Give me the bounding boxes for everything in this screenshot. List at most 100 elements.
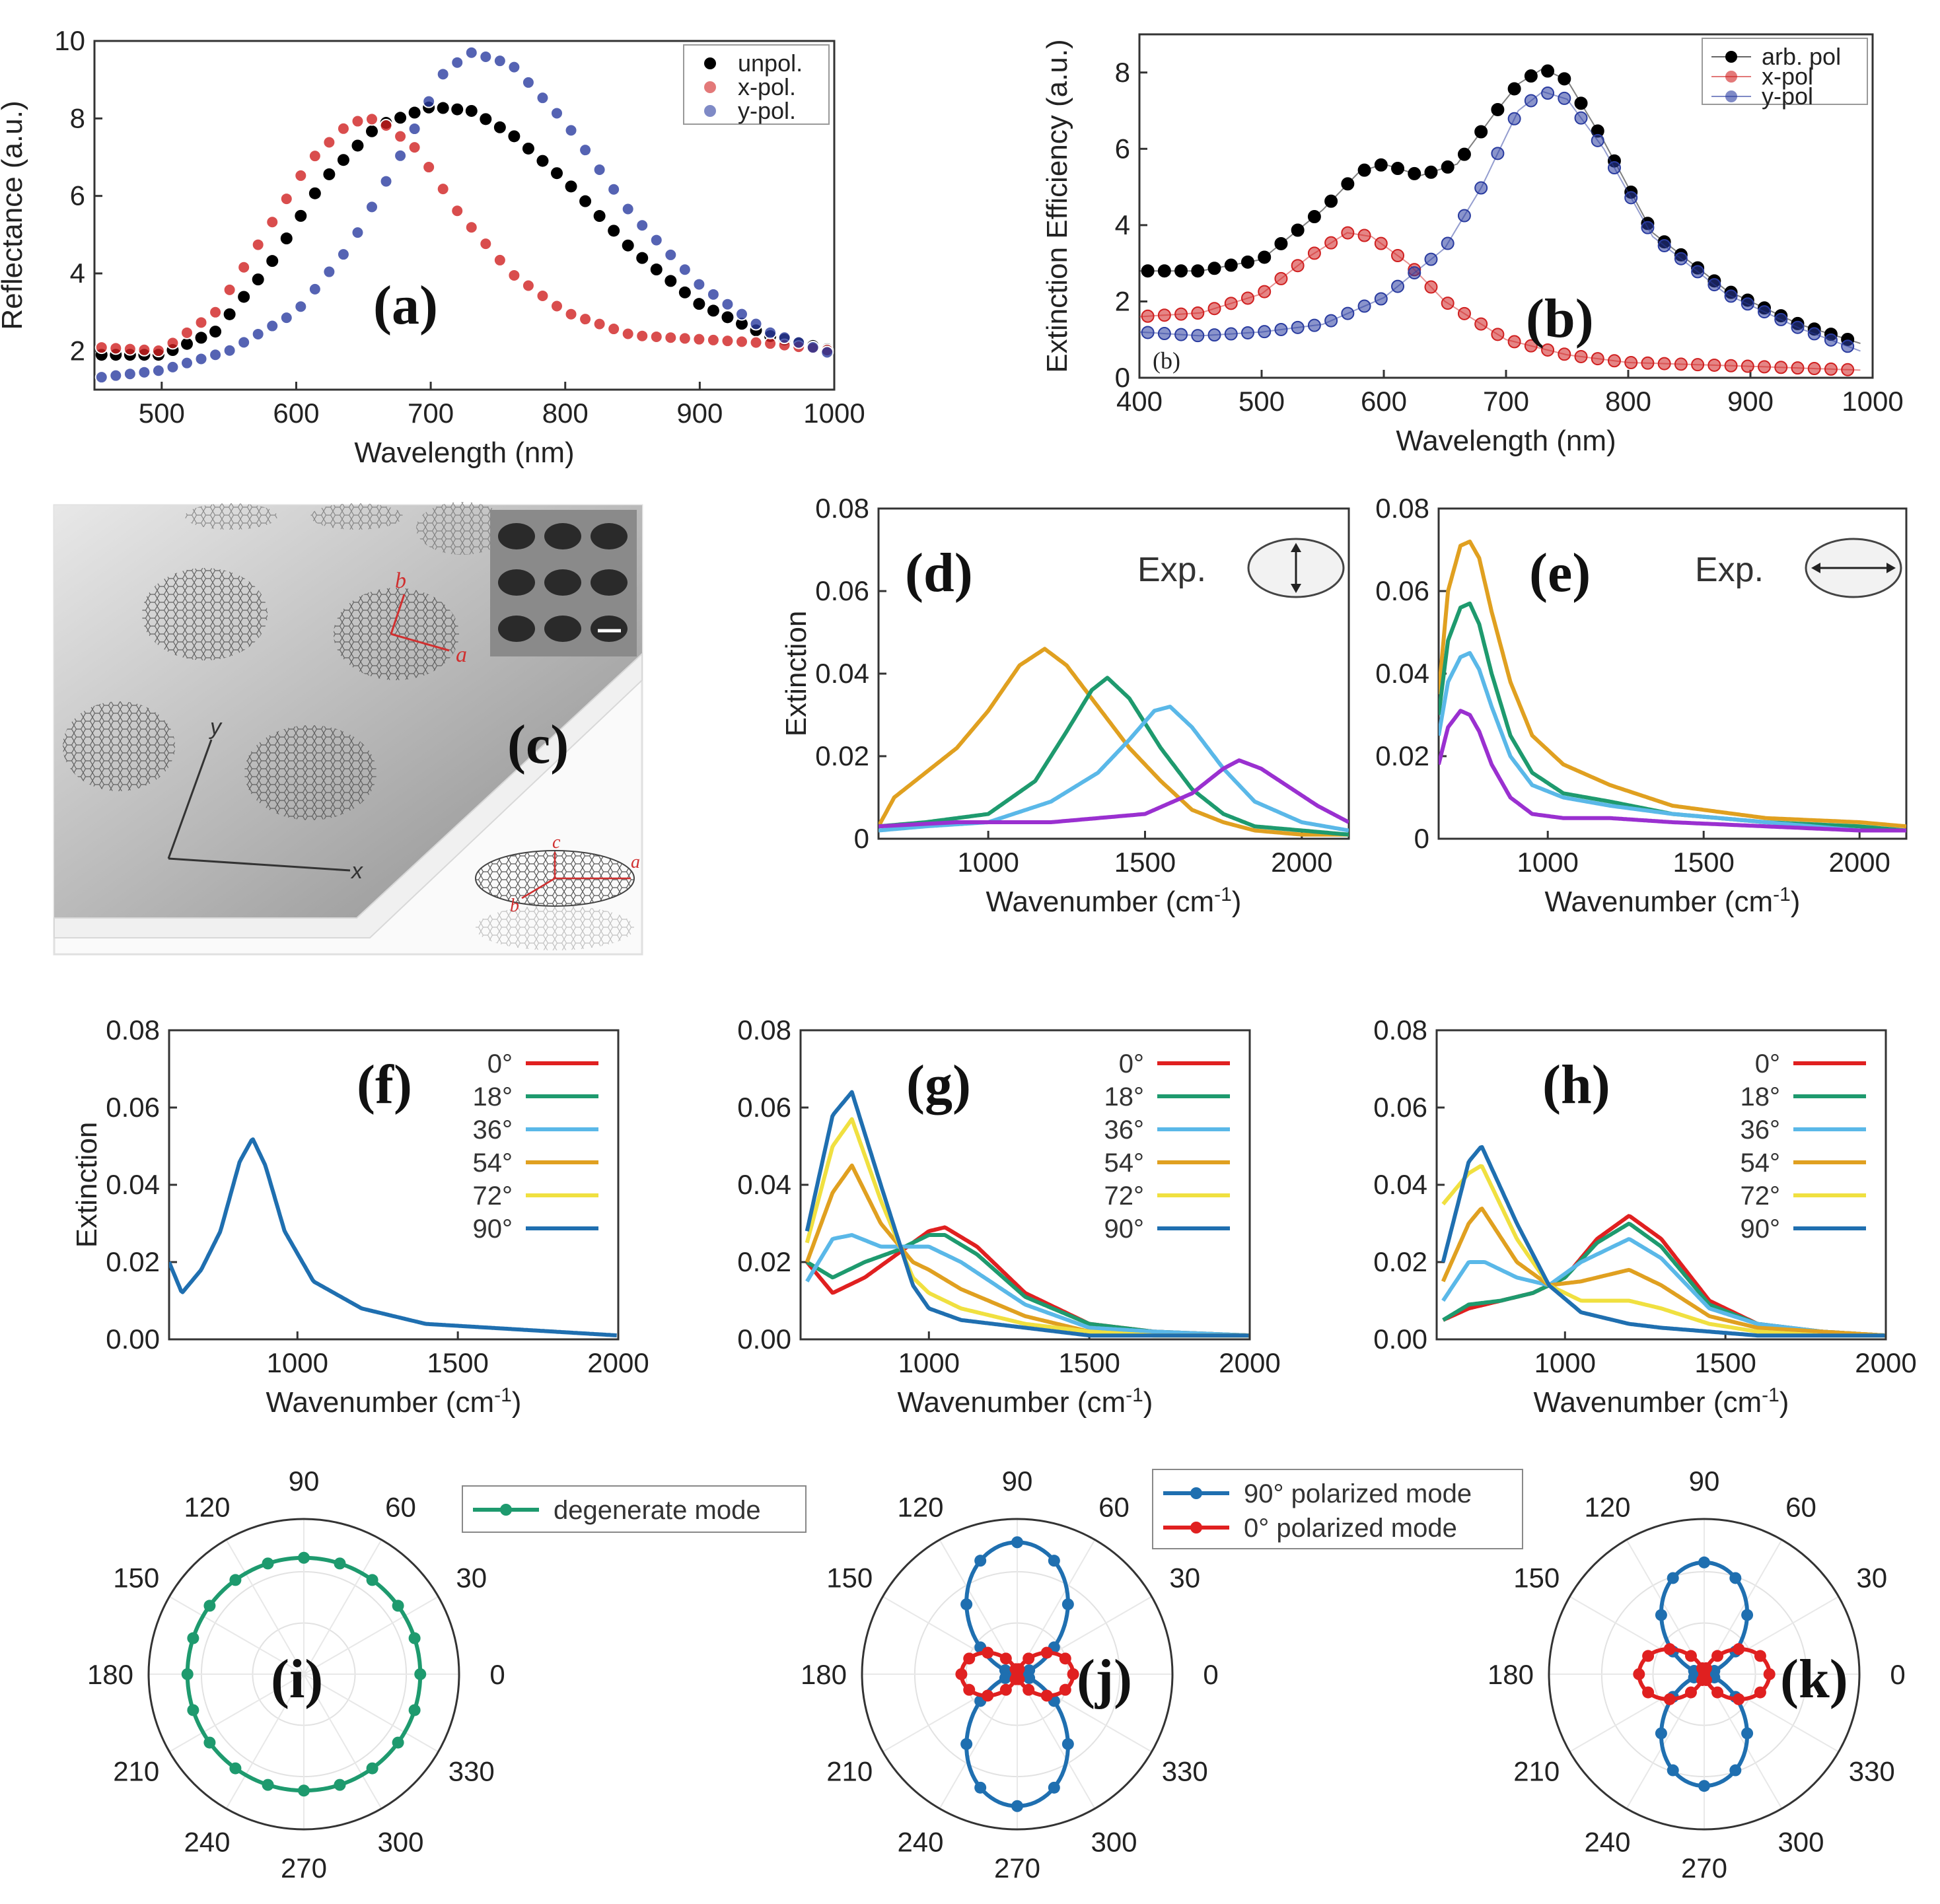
- series-line-all-angles: [169, 1137, 618, 1337]
- legend-label: 72°: [473, 1181, 513, 1211]
- marker-unpol-: [308, 187, 321, 199]
- y-tick-label: 0.08: [815, 493, 869, 524]
- marker-x-pol-: [109, 341, 123, 355]
- legend-label: 72°: [1741, 1181, 1781, 1211]
- polar-angle-label: 210: [1513, 1756, 1560, 1787]
- annotation-exp: Exp.: [1695, 551, 1764, 589]
- polar-marker: [1754, 1686, 1766, 1699]
- polar-marker: [1642, 1650, 1655, 1662]
- polar-marker: [1642, 1686, 1655, 1699]
- y-tick-label: 0: [1115, 362, 1130, 393]
- marker-x-pol-: [593, 317, 606, 331]
- marker-y-pol-: [351, 226, 365, 240]
- arrowhead-icon: [1886, 563, 1896, 573]
- legend-label: 90° polarized mode: [1244, 1479, 1472, 1508]
- polar-marker: [1700, 1674, 1712, 1686]
- arrowhead-icon: [1291, 584, 1301, 593]
- marker-y-pol-: [649, 233, 663, 247]
- marker-unpol-: [451, 103, 464, 116]
- polar-marker: [999, 1672, 1011, 1684]
- legend-label: 36°: [473, 1115, 513, 1145]
- polar-angle-label: 210: [826, 1756, 873, 1787]
- polar-marker: [187, 1632, 199, 1644]
- polar-marker: [1011, 1800, 1023, 1812]
- series-layer: [1139, 64, 1861, 376]
- marker-x-pol-: [564, 307, 578, 321]
- x-tick-label: 900: [1727, 386, 1774, 417]
- polar-marker: [960, 1738, 973, 1750]
- series-line-90°: [1441, 1145, 1886, 1338]
- marker-unpol-: [551, 167, 563, 180]
- polar-angle-label: 120: [897, 1491, 943, 1522]
- marker-unpol-: [295, 209, 307, 222]
- polar-marker: [1733, 1693, 1745, 1705]
- marker-y-pol-: [764, 326, 777, 339]
- marker-unpol-: [678, 286, 691, 299]
- panel-label-d: (d): [905, 542, 973, 604]
- y-axis-label: Extinction: [780, 611, 812, 737]
- marker-y-pol-: [279, 311, 293, 325]
- arrowhead-icon: [1291, 543, 1301, 552]
- marker-unpol-: [266, 255, 279, 267]
- marker-y-pol-: [735, 307, 748, 321]
- y-tick-label: 4: [1115, 209, 1130, 240]
- y-tick-label: 2: [1115, 285, 1130, 316]
- marker-x-pol-: [450, 204, 464, 218]
- y-tick-label: 0.06: [1373, 1092, 1427, 1123]
- x-tick-label: 600: [1361, 386, 1407, 417]
- marker-x-pol-: [194, 316, 208, 330]
- polar-angle-label: 240: [1584, 1827, 1630, 1858]
- marker-y-pol-: [749, 317, 763, 331]
- polar-marker: [414, 1668, 427, 1680]
- marker-y-pol-: [450, 55, 464, 69]
- marker-x-pol-: [394, 129, 408, 143]
- diagram-c: a b y x a c b (: [53, 502, 643, 956]
- marker-y-pol-: [521, 75, 535, 89]
- graphene-disk: [185, 503, 277, 530]
- annotation-exp: Exp.: [1137, 551, 1206, 589]
- legend-label: 54°: [473, 1148, 513, 1178]
- legend-label: y-pol: [1762, 83, 1813, 110]
- y-tick-label: 0.08: [1373, 1014, 1427, 1045]
- legend-label: 18°: [1104, 1082, 1145, 1111]
- x-tick-label: 2000: [1271, 847, 1332, 878]
- y-axis-label: Extinction: [71, 1122, 103, 1248]
- polar-grid-spoke: [168, 1596, 439, 1753]
- series-line-54°: [1441, 1207, 1886, 1338]
- marker-x-pol-: [479, 237, 493, 251]
- polar-outer-ring: [147, 1518, 460, 1831]
- polar-marker: [334, 1779, 346, 1791]
- y-tick-label: 0.04: [1375, 658, 1429, 689]
- legend-label: 72°: [1104, 1181, 1145, 1211]
- x-tick-label: 1000: [1517, 847, 1578, 878]
- marker-x-pol-: [137, 343, 151, 357]
- lattice-label-b: b: [395, 569, 406, 593]
- graphene-disk: [244, 725, 377, 820]
- x-axis-label: Wavenumber (cm-1): [1534, 1384, 1789, 1419]
- graphene-disk: [142, 568, 268, 660]
- y-axis-label: Extinction Efficiency (a.u.): [1041, 39, 1073, 372]
- axis-x-arrow: [168, 857, 351, 872]
- marker-unpol-: [223, 308, 236, 320]
- polar-marker: [408, 1704, 421, 1716]
- legend-marker: [704, 105, 716, 117]
- marker-x-pol-: [336, 122, 350, 135]
- series-layer: [805, 1090, 1250, 1338]
- series-line-purple: [879, 758, 1349, 829]
- marker-x-pol-: [664, 331, 678, 345]
- x-tick-label: 800: [1605, 386, 1651, 417]
- series-line-orange: [879, 647, 1349, 837]
- x-tick-label: 1500: [1672, 847, 1734, 878]
- polar-angle-label: 300: [1778, 1827, 1824, 1858]
- x-tick-label: 400: [1116, 386, 1163, 417]
- polar-marker: [366, 1762, 378, 1775]
- y-tick-label: 0.04: [106, 1169, 160, 1200]
- polar-marker: [982, 1646, 994, 1659]
- marker-y-pol-: [308, 282, 322, 296]
- legend-label: unpol.: [738, 50, 803, 77]
- polar-marker: [1023, 1683, 1035, 1696]
- panel-label-e: (e): [1529, 542, 1591, 604]
- polar-marker: [1763, 1668, 1776, 1680]
- series-line-90°: [805, 1090, 1250, 1338]
